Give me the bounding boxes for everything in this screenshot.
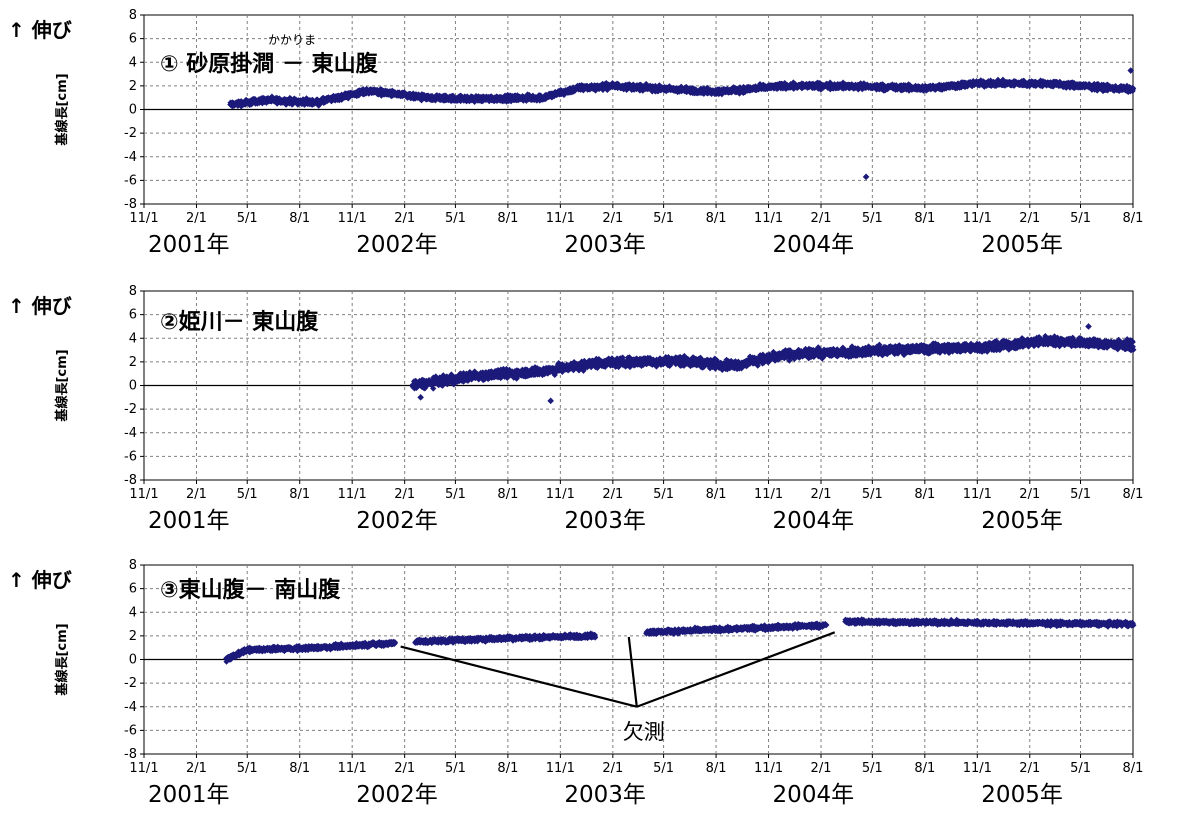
x-tick-label: 8/1 xyxy=(1123,211,1144,226)
x-tick-label: 8/1 xyxy=(497,211,518,226)
x-tick-label: 5/1 xyxy=(1070,487,1091,502)
y-tick-label: -6 xyxy=(124,173,137,188)
x-tick-label: 11/1 xyxy=(963,211,992,226)
x-tick-label: 2/1 xyxy=(186,487,207,502)
y-tick-label: -6 xyxy=(124,449,137,464)
x-tick-label: 2/1 xyxy=(602,211,623,226)
x-tick-label: 2/1 xyxy=(602,487,623,502)
panel-title: ① 砂原掛澗 － 東山腹 xyxy=(160,51,379,77)
x-tick-label: 11/1 xyxy=(129,211,158,226)
y-tick-label: 0 xyxy=(129,379,137,394)
x-tick-label: 11/1 xyxy=(754,487,783,502)
x-tick-label: 5/1 xyxy=(237,487,258,502)
x-tick-label: 2/1 xyxy=(1019,487,1040,502)
x-tick-label: 2/1 xyxy=(394,211,415,226)
x-tick-label: 11/1 xyxy=(546,487,575,502)
y-tick-label: 6 xyxy=(129,308,137,323)
x-tick-label: 8/1 xyxy=(914,487,935,502)
x-tick-label: 5/1 xyxy=(237,211,258,226)
y-tick-label: -2 xyxy=(124,126,137,141)
y-tick-label: 4 xyxy=(129,331,137,346)
y-tick-label: 4 xyxy=(129,55,137,70)
y-tick-label: 0 xyxy=(129,103,137,118)
x-tick-label: 5/1 xyxy=(862,211,883,226)
year-label: 2002年 xyxy=(356,508,438,534)
x-tick-label: 2/1 xyxy=(1019,211,1040,226)
y-tick-label: 8 xyxy=(129,284,137,299)
x-tick-label: 11/1 xyxy=(338,211,367,226)
year-label: 2003年 xyxy=(564,508,646,534)
year-label: 2002年 xyxy=(356,232,438,258)
x-tick-label: 5/1 xyxy=(445,211,466,226)
panel-title: ②姫川－ 東山腹 xyxy=(160,309,319,335)
x-tick-label: 5/1 xyxy=(862,487,883,502)
extension-direction-label: ↑ 伸び xyxy=(8,294,73,318)
x-tick-label: 8/1 xyxy=(706,487,727,502)
extension-direction-label: ↑ 伸び xyxy=(8,18,73,42)
year-label: 2004年 xyxy=(773,232,855,258)
x-tick-label: 5/1 xyxy=(445,487,466,502)
x-tick-label: 11/1 xyxy=(546,211,575,226)
y-tick-label: 6 xyxy=(129,32,137,47)
x-tick-label: 11/1 xyxy=(754,211,783,226)
x-tick-label: 11/1 xyxy=(338,487,367,502)
x-tick-label: 2/1 xyxy=(811,211,832,226)
y-tick-label: 8 xyxy=(129,8,137,23)
year-label: 2001年 xyxy=(148,508,230,534)
y-tick-label: -4 xyxy=(124,426,137,441)
x-tick-label: 11/1 xyxy=(129,487,158,502)
x-tick-label: 8/1 xyxy=(289,211,310,226)
title-ruby: かかりま xyxy=(268,33,316,47)
year-label: 2001年 xyxy=(148,232,230,258)
y-tick-label: -2 xyxy=(124,402,137,417)
x-tick-label: 11/1 xyxy=(963,487,992,502)
year-label: 2004年 xyxy=(773,508,855,534)
year-label: 2005年 xyxy=(981,232,1063,258)
y-axis-label: 基線長[cm] xyxy=(54,349,70,422)
y-tick-label: 2 xyxy=(129,79,137,94)
x-tick-label: 8/1 xyxy=(914,211,935,226)
x-tick-label: 8/1 xyxy=(497,487,518,502)
x-tick-label: 2/1 xyxy=(186,211,207,226)
y-tick-label: -8 xyxy=(124,473,137,488)
x-tick-label: 8/1 xyxy=(289,487,310,502)
x-tick-label: 2/1 xyxy=(394,487,415,502)
x-tick-label: 5/1 xyxy=(653,211,674,226)
y-tick-label: -4 xyxy=(124,150,137,165)
x-tick-label: 8/1 xyxy=(1123,487,1144,502)
y-axis-label: 基線長[cm] xyxy=(54,73,70,146)
x-tick-label: 5/1 xyxy=(1070,211,1091,226)
year-label: 2003年 xyxy=(564,232,646,258)
y-tick-label: 2 xyxy=(129,355,137,370)
y-tick-label: -8 xyxy=(124,197,137,212)
x-tick-label: 2/1 xyxy=(811,487,832,502)
x-tick-label: 5/1 xyxy=(653,487,674,502)
year-label: 2005年 xyxy=(981,508,1063,534)
x-tick-label: 8/1 xyxy=(706,211,727,226)
